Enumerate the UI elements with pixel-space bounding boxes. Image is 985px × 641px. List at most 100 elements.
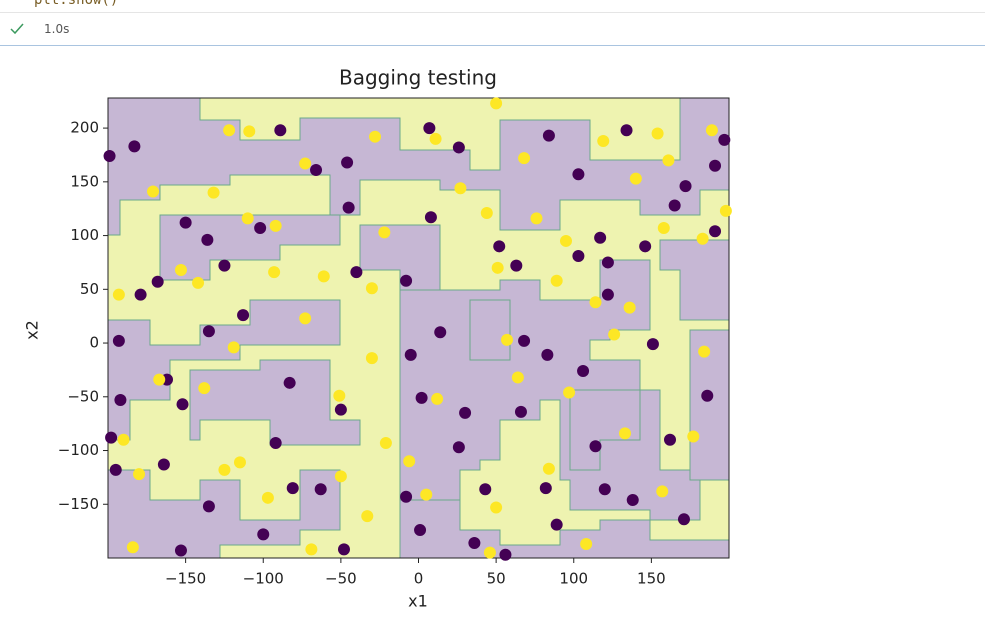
point bbox=[174, 544, 187, 557]
point bbox=[589, 296, 602, 309]
y-tick-label: 100 bbox=[70, 226, 99, 244]
point bbox=[597, 134, 610, 147]
point bbox=[598, 483, 611, 496]
point bbox=[424, 211, 437, 224]
point bbox=[719, 204, 732, 217]
y-tick-label: 50 bbox=[80, 280, 99, 298]
point bbox=[109, 463, 122, 476]
point bbox=[218, 259, 231, 272]
point bbox=[233, 456, 246, 469]
point bbox=[662, 154, 675, 167]
point bbox=[223, 124, 236, 137]
point bbox=[480, 207, 493, 219]
point bbox=[718, 133, 731, 146]
point bbox=[577, 364, 590, 377]
x-tick-label: 100 bbox=[559, 570, 588, 588]
point bbox=[117, 433, 130, 446]
point bbox=[268, 266, 281, 279]
point bbox=[510, 259, 523, 272]
point bbox=[334, 470, 347, 483]
point bbox=[452, 141, 465, 154]
point bbox=[192, 276, 205, 289]
point bbox=[378, 226, 391, 239]
y-tick-label: 0 bbox=[89, 334, 99, 352]
point bbox=[274, 124, 287, 137]
point bbox=[317, 270, 330, 283]
point bbox=[112, 334, 125, 347]
point bbox=[539, 482, 552, 495]
point bbox=[541, 348, 554, 361]
point bbox=[114, 394, 127, 407]
point bbox=[709, 225, 722, 238]
point bbox=[452, 441, 465, 454]
point bbox=[126, 541, 139, 554]
point bbox=[500, 333, 513, 346]
point bbox=[299, 312, 312, 325]
x-tick-label: −100 bbox=[243, 570, 284, 588]
point bbox=[601, 256, 614, 269]
point bbox=[334, 403, 347, 416]
point bbox=[677, 513, 690, 526]
point bbox=[620, 124, 633, 137]
point bbox=[664, 433, 677, 446]
point bbox=[550, 274, 563, 287]
point bbox=[105, 431, 118, 444]
point bbox=[542, 462, 555, 475]
point bbox=[365, 282, 378, 295]
x-tick-label: −50 bbox=[325, 570, 357, 588]
point bbox=[679, 180, 692, 193]
point bbox=[174, 263, 187, 276]
point bbox=[403, 455, 416, 468]
point bbox=[305, 543, 318, 556]
point bbox=[601, 288, 614, 301]
point bbox=[572, 249, 585, 262]
check-icon bbox=[10, 23, 24, 35]
y-tick-label: −50 bbox=[67, 387, 99, 405]
point bbox=[269, 219, 282, 232]
point bbox=[490, 97, 503, 110]
point bbox=[227, 341, 240, 354]
point bbox=[423, 122, 436, 135]
point bbox=[698, 345, 711, 358]
point bbox=[415, 391, 428, 404]
point bbox=[283, 376, 296, 389]
point bbox=[176, 398, 189, 411]
point bbox=[310, 164, 323, 177]
point bbox=[668, 199, 681, 212]
point bbox=[618, 427, 631, 440]
point bbox=[518, 334, 531, 347]
point bbox=[254, 222, 267, 235]
point bbox=[493, 240, 506, 253]
point bbox=[147, 185, 160, 198]
point bbox=[134, 288, 147, 301]
chart-title: Bagging testing bbox=[339, 66, 497, 90]
point bbox=[594, 231, 607, 244]
execution-time: 1.0s bbox=[44, 22, 70, 36]
point bbox=[434, 326, 447, 339]
point bbox=[237, 309, 250, 322]
point bbox=[420, 488, 433, 501]
point bbox=[530, 212, 543, 225]
point bbox=[572, 168, 585, 181]
x-tick-label: 50 bbox=[487, 570, 506, 588]
y-axis-label: x2 bbox=[23, 320, 42, 340]
point bbox=[490, 501, 503, 514]
point bbox=[623, 301, 636, 314]
point bbox=[468, 536, 481, 549]
point bbox=[511, 371, 524, 384]
code-line[interactable]: plt.show() bbox=[34, 0, 119, 8]
y-tick-label: 200 bbox=[70, 119, 99, 137]
separator bbox=[0, 12, 985, 13]
point bbox=[651, 127, 664, 140]
point bbox=[153, 373, 166, 386]
x-tick-label: −150 bbox=[165, 570, 206, 588]
point bbox=[400, 490, 413, 503]
point bbox=[361, 510, 374, 523]
point bbox=[400, 274, 413, 287]
point bbox=[514, 405, 527, 418]
point bbox=[559, 234, 572, 247]
point bbox=[201, 233, 214, 246]
point bbox=[202, 325, 215, 338]
point bbox=[261, 491, 274, 504]
